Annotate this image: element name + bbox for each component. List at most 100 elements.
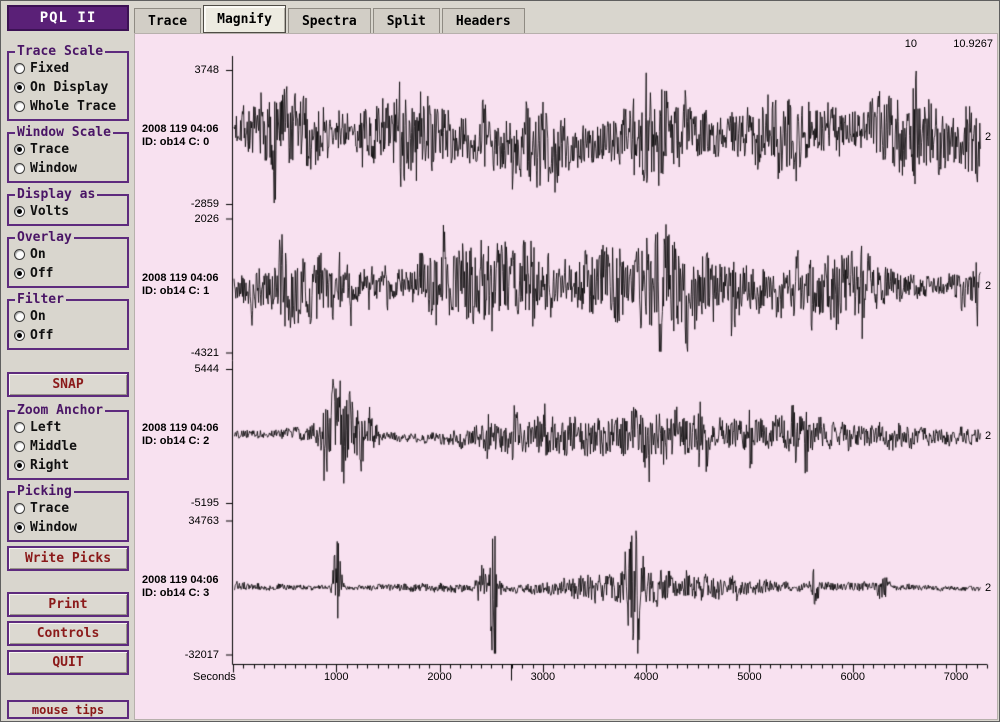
tab-spectra[interactable]: Spectra: [287, 8, 371, 33]
mouse-tips-button[interactable]: mouse tips: [7, 700, 129, 719]
radio-option-right[interactable]: Right: [14, 456, 124, 475]
trace-date: 2008 119 04:06: [142, 123, 219, 135]
trace-info: 2008 119 04:06 ID: ob14 C: 2: [142, 422, 218, 448]
y-min-label: -2859: [190, 198, 219, 210]
group-picking: Picking Trace Window: [7, 484, 129, 542]
group-title: Trace Scale: [17, 44, 104, 59]
radio-icon[interactable]: [14, 101, 25, 112]
radio-label: Window: [30, 520, 77, 535]
radio-icon[interactable]: [14, 522, 25, 533]
trace-right-value: 2: [985, 131, 992, 143]
radio-option-window[interactable]: Window: [14, 518, 124, 537]
y-min-label: -32017: [184, 648, 219, 661]
radio-label: On Display: [30, 80, 109, 95]
radio-icon[interactable]: [14, 63, 25, 74]
quit-button[interactable]: QUIT: [7, 650, 129, 675]
radio-option-fixed[interactable]: Fixed: [14, 59, 124, 78]
waveform-panel[interactable]: 10 10.9267 3748 -2859 2008 119 04:06 ID: ob14…: [134, 33, 999, 721]
group-window-scale: Window Scale Trace Window: [7, 125, 129, 183]
radio-icon[interactable]: [14, 330, 25, 341]
radio-icon[interactable]: [14, 163, 25, 174]
print-button[interactable]: Print: [7, 592, 129, 617]
trace-id: ID: ob14 C: 2: [142, 435, 210, 447]
radio-label: Window: [30, 161, 77, 176]
trace-right-value: 2: [985, 430, 992, 442]
spacer: [4, 575, 132, 592]
tab-trace[interactable]: Trace: [134, 8, 202, 33]
radio-option-volts[interactable]: Volts: [14, 202, 124, 221]
radio-option-window[interactable]: Window: [14, 159, 124, 178]
radio-icon[interactable]: [14, 441, 25, 452]
tab-split[interactable]: Split: [372, 8, 440, 33]
radio-label: Middle: [30, 439, 77, 454]
x-tick-label: 5000: [737, 671, 762, 683]
tab-bar: Trace Magnify Spectra Split Headers: [134, 5, 527, 33]
group-overlay: Overlay On Off: [7, 230, 129, 288]
sidebar: PQL II Trace Scale Fixed On Display Whole T…: [4, 5, 132, 719]
radio-option-left[interactable]: Left: [14, 418, 124, 437]
trace-date: 2008 119 04:06: [142, 422, 219, 434]
group-title: Picking: [17, 484, 72, 499]
radio-icon[interactable]: [14, 460, 25, 471]
x-axis-label: Seconds: [193, 671, 236, 683]
x-tick-label: 6000: [840, 671, 865, 683]
group-zoom-anchor: Zoom Anchor Left Middle Right: [7, 403, 129, 480]
radio-label: Volts: [30, 204, 70, 219]
radio-option-on-display[interactable]: On Display: [14, 78, 124, 97]
radio-label: On: [30, 247, 46, 262]
radio-option-trace[interactable]: Trace: [14, 499, 124, 518]
radio-icon[interactable]: [14, 82, 25, 93]
trace-info: 2008 119 04:06 ID: ob14 C: 1: [142, 272, 218, 298]
radio-option-whole-trace[interactable]: Whole Trace: [14, 97, 124, 116]
trace-id: ID: ob14 C: 3: [142, 586, 210, 599]
radio-icon[interactable]: [14, 268, 25, 279]
radio-option-off[interactable]: Off: [14, 264, 124, 283]
group-trace-scale: Trace Scale Fixed On Display Whole Trace: [7, 44, 129, 121]
seismic-traces-canvas[interactable]: [135, 34, 999, 721]
tab-magnify[interactable]: Magnify: [203, 5, 286, 33]
radio-icon[interactable]: [14, 249, 25, 260]
trace-right-value: 2: [985, 581, 992, 594]
trace-info: 2008 119 04:06 ID: ob14 C: 0: [142, 123, 218, 149]
trace-right-value: 2: [985, 279, 992, 292]
y-max-label: 3748: [194, 64, 219, 76]
header-value-left: 10: [904, 38, 917, 50]
x-tick-label: 7000: [943, 671, 969, 683]
tab-headers[interactable]: Headers: [441, 8, 525, 33]
trace-id: ID: ob14 C: 1: [142, 284, 210, 297]
radio-icon[interactable]: [14, 206, 25, 217]
header-value-right: 10.9267: [953, 38, 993, 50]
trace-date: 2008 119 04:06: [142, 573, 219, 586]
trace-info: 2008 119 04:06 ID: ob14 C: 3: [142, 574, 218, 600]
radio-label: Off: [30, 266, 54, 281]
spacer: [4, 354, 132, 372]
y-max-label: 5444: [194, 363, 219, 375]
x-tick-label: 3000: [530, 671, 556, 683]
group-display-as: Display as Volts: [7, 187, 129, 226]
radio-label: Left: [30, 420, 62, 435]
snap-button[interactable]: SNAP: [7, 372, 129, 397]
radio-label: On: [30, 309, 46, 324]
radio-option-off[interactable]: Off: [14, 326, 124, 345]
x-tick-label: 4000: [633, 671, 659, 683]
radio-label: Whole Trace: [30, 99, 117, 114]
group-title: Window Scale: [17, 125, 111, 140]
group-title: Display as: [17, 187, 96, 202]
radio-label: Fixed: [30, 61, 70, 76]
radio-option-middle[interactable]: Middle: [14, 437, 124, 456]
y-min-label: -4321: [190, 346, 219, 359]
app-title: PQL II: [7, 5, 129, 31]
write-picks-button[interactable]: Write Picks: [7, 546, 129, 571]
radio-option-on[interactable]: On: [14, 245, 124, 264]
radio-option-on[interactable]: On: [14, 307, 124, 326]
radio-label: Right: [30, 458, 70, 473]
radio-option-trace[interactable]: Trace: [14, 140, 124, 159]
radio-icon[interactable]: [14, 422, 25, 433]
radio-icon[interactable]: [14, 144, 25, 155]
controls-button[interactable]: Controls: [7, 621, 129, 646]
radio-icon[interactable]: [14, 311, 25, 322]
trace-id: ID: ob14 C: 0: [142, 136, 210, 148]
y-min-label: -5195: [190, 497, 219, 509]
radio-icon[interactable]: [14, 503, 25, 514]
